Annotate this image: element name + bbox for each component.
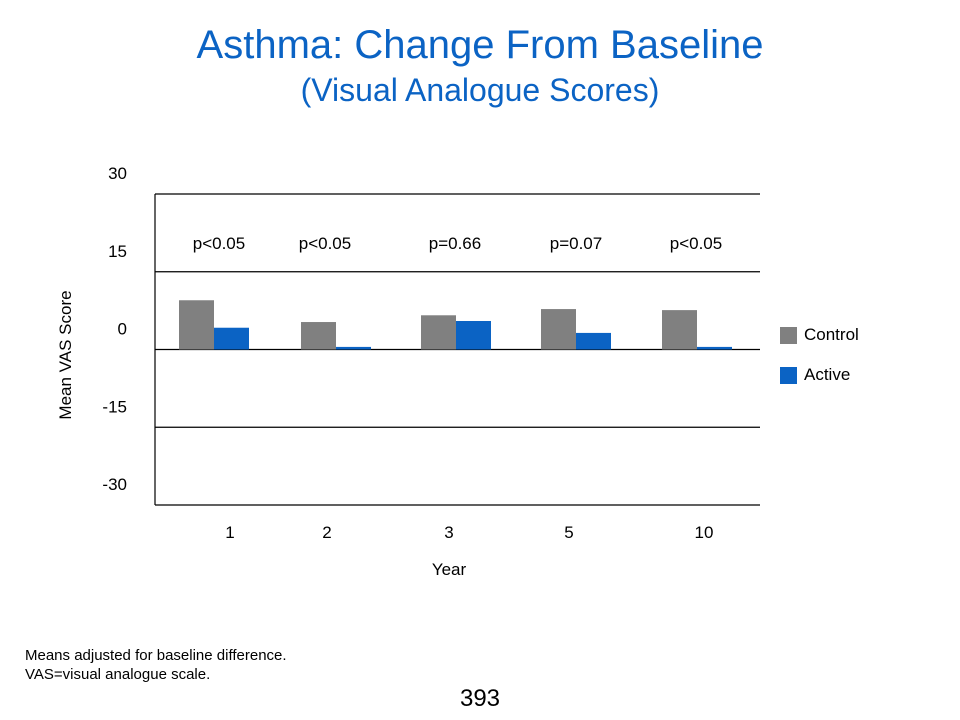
x-tick-label: 10	[695, 523, 714, 542]
footnote-1: Means adjusted for baseline difference.	[25, 647, 287, 664]
legend-item-control: Control	[780, 325, 859, 345]
x-tick-label: 2	[322, 523, 331, 542]
bar-active-year-1	[214, 327, 249, 350]
legend-label-control: Control	[804, 325, 859, 344]
legend-swatch-active	[780, 366, 797, 384]
x-tick-label: 5	[564, 523, 573, 542]
p-value-label: p<0.05	[193, 234, 245, 253]
y-tick-label: 0	[118, 320, 127, 339]
bar-control-year-1	[179, 300, 214, 350]
y-tick-label: 30	[108, 164, 127, 183]
legend-swatch-control	[780, 326, 797, 344]
bar-control-year-5	[541, 309, 576, 350]
bar-active-year-5	[576, 332, 611, 350]
bar-active-year-2	[336, 346, 371, 350]
p-value-label: p<0.05	[299, 234, 351, 253]
chart-subtitle: (Visual Analogue Scores)	[300, 72, 660, 108]
p-value-label: p=0.66	[429, 234, 481, 253]
y-tick-label: 15	[108, 242, 127, 261]
legend-item-active: Active	[780, 365, 850, 385]
page-number: 393	[459, 685, 501, 712]
p-value-label: p=0.07	[550, 234, 602, 253]
y-tick-label: -30	[102, 475, 127, 494]
chart-title: Asthma: Change From Baseline	[196, 23, 764, 67]
y-tick-label: -15	[102, 397, 127, 416]
x-tick-label: 1	[225, 523, 234, 542]
legend-label-active: Active	[804, 365, 851, 384]
bar-control-year-3	[421, 315, 456, 350]
x-tick-label: 3	[444, 523, 453, 542]
bar-active-year-10	[697, 346, 732, 350]
bar-control-year-2	[301, 322, 336, 350]
bar-control-year-10	[662, 310, 697, 350]
bar-active-year-3	[456, 320, 491, 350]
p-value-label: p<0.05	[670, 234, 722, 253]
footnote-2: VAS=visual analogue scale.	[25, 666, 211, 683]
y-axis-label: Mean VAS Score	[56, 290, 75, 420]
x-axis-label: Year	[432, 560, 467, 579]
